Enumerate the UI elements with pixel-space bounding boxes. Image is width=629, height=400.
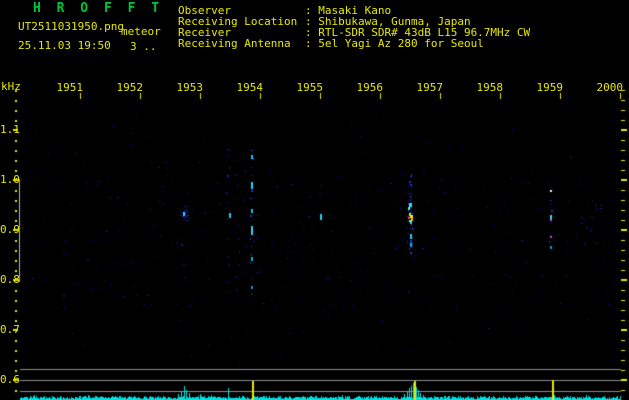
freq-axis-label: 1.0 bbox=[0, 173, 20, 186]
time-axis-label: 1953 bbox=[176, 81, 204, 94]
time-axis-label: 1958 bbox=[476, 81, 504, 94]
time-axis-label: 1954 bbox=[236, 81, 264, 94]
time-axis-label: 1956 bbox=[356, 81, 384, 94]
time-axis-label: 1951 bbox=[56, 81, 84, 94]
freq-unit-label: kHz bbox=[1, 80, 21, 93]
metadata-label: Receiving Antenna bbox=[178, 37, 291, 50]
metadata-label: Receiver bbox=[178, 26, 231, 39]
freq-axis-label: 0.7 bbox=[0, 323, 20, 336]
freq-axis-label: 0.6 bbox=[0, 373, 20, 386]
echo-count: 3 .. bbox=[130, 40, 157, 53]
freq-axis-label: 1.1 bbox=[0, 123, 20, 136]
time-axis-label: 1957 bbox=[416, 81, 444, 94]
datetime-text: 25.11.03 19:50 bbox=[18, 39, 111, 52]
time-axis-label: 1952 bbox=[116, 81, 144, 94]
time-axis-label: 1959 bbox=[536, 81, 564, 94]
time-axis-label: 2000 bbox=[596, 81, 624, 94]
metadata-label: Receiving Location bbox=[178, 15, 298, 28]
metadata-value: : Masaki Kano bbox=[305, 4, 392, 17]
freq-axis-label: 0.8 bbox=[0, 273, 20, 286]
metadata-label: Observer bbox=[178, 4, 231, 17]
metadata-value: : 5el Yagi Az 280 for Seoul bbox=[305, 37, 484, 50]
freq-axis-label: 0.9 bbox=[0, 223, 20, 236]
metadata-value: : RTL-SDR SDR# 43dB L15 96.7MHz CW bbox=[305, 26, 531, 39]
station-name: meteor bbox=[121, 25, 161, 38]
time-axis-label: 1955 bbox=[296, 81, 324, 94]
filename-text: UT2511031950.png bbox=[18, 20, 124, 33]
app-title: H R O F F T bbox=[33, 1, 164, 16]
metadata-value: : Shibukawa, Gunma, Japan bbox=[305, 15, 471, 28]
